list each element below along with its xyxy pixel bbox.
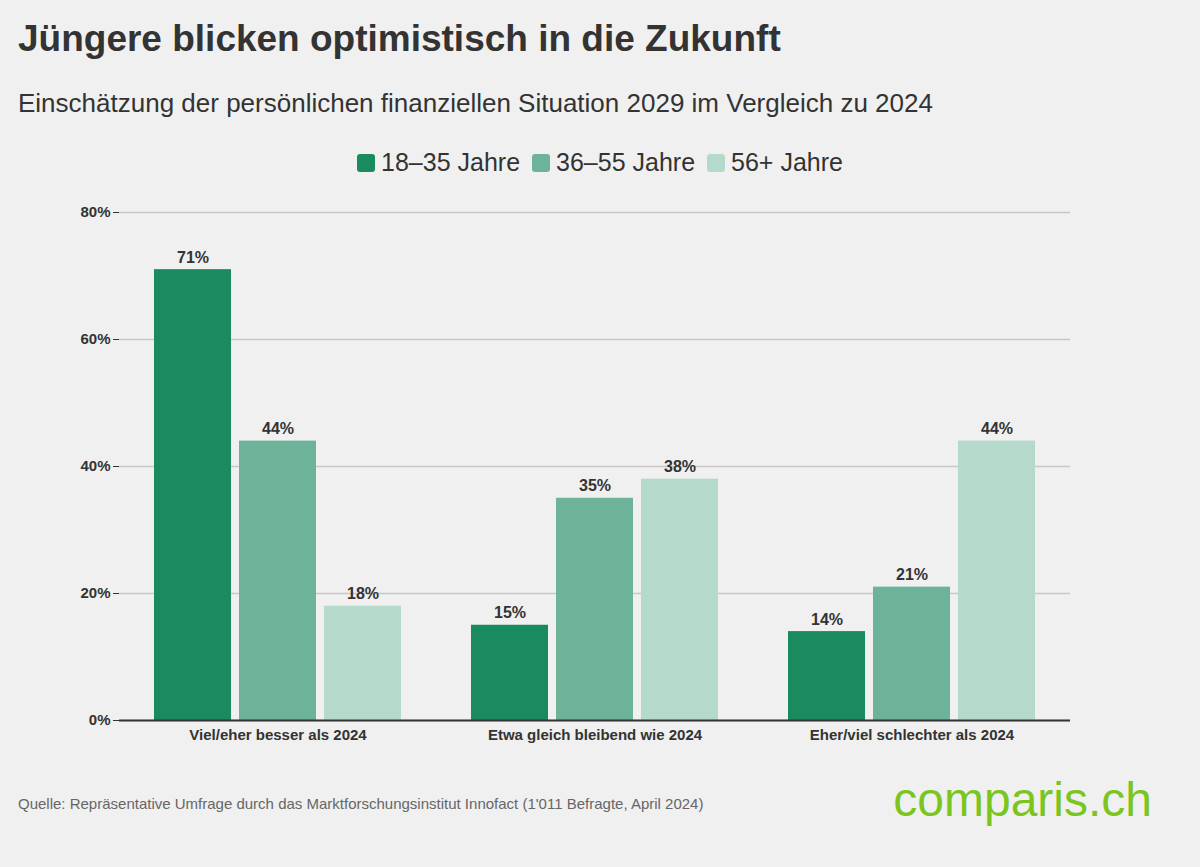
svg-text:0%: 0%	[89, 711, 111, 728]
svg-text:40%: 40%	[80, 457, 110, 474]
html-text:18–35 Jahre: 18–35 Jahre	[381, 148, 520, 176]
svg-text:Etwa gleich bleibend wie 2024: Etwa gleich bleibend wie 2024	[488, 726, 703, 743]
svg-text:Viel/eher besser als 2024: Viel/eher besser als 2024	[189, 726, 367, 743]
svg-text:20%: 20%	[80, 584, 110, 601]
svg-text:35%: 35%	[579, 477, 611, 494]
svg-text:38%: 38%	[664, 458, 696, 475]
svg-text:15%: 15%	[494, 604, 526, 621]
html-text:Jüngere blicken optimistisch i: Jüngere blicken optimistisch in die Zuku…	[18, 18, 781, 59]
svg-text:80%: 80%	[80, 203, 110, 220]
html-text:comparis.ch: comparis.ch	[893, 773, 1152, 826]
svg-text:60%: 60%	[80, 330, 110, 347]
html-text:56+ Jahre: 56+ Jahre	[731, 148, 843, 176]
svg-text:44%: 44%	[262, 420, 294, 437]
svg-text:21%: 21%	[896, 566, 928, 583]
html-text:Einschätzung der persönlichen: Einschätzung der persönlichen finanziell…	[18, 88, 933, 118]
html-text:36–55 Jahre: 36–55 Jahre	[556, 148, 696, 176]
svg-text:18%: 18%	[347, 585, 379, 602]
svg-text:71%: 71%	[177, 249, 209, 266]
svg-text:44%: 44%	[981, 420, 1013, 437]
html-text:Quelle: Repräsentative Umfrage: Quelle: Repräsentative Umfrage durch das…	[18, 795, 704, 812]
svg-text:Eher/viel schlechter als 2024: Eher/viel schlechter als 2024	[810, 726, 1015, 743]
svg-text:14%: 14%	[811, 611, 843, 628]
